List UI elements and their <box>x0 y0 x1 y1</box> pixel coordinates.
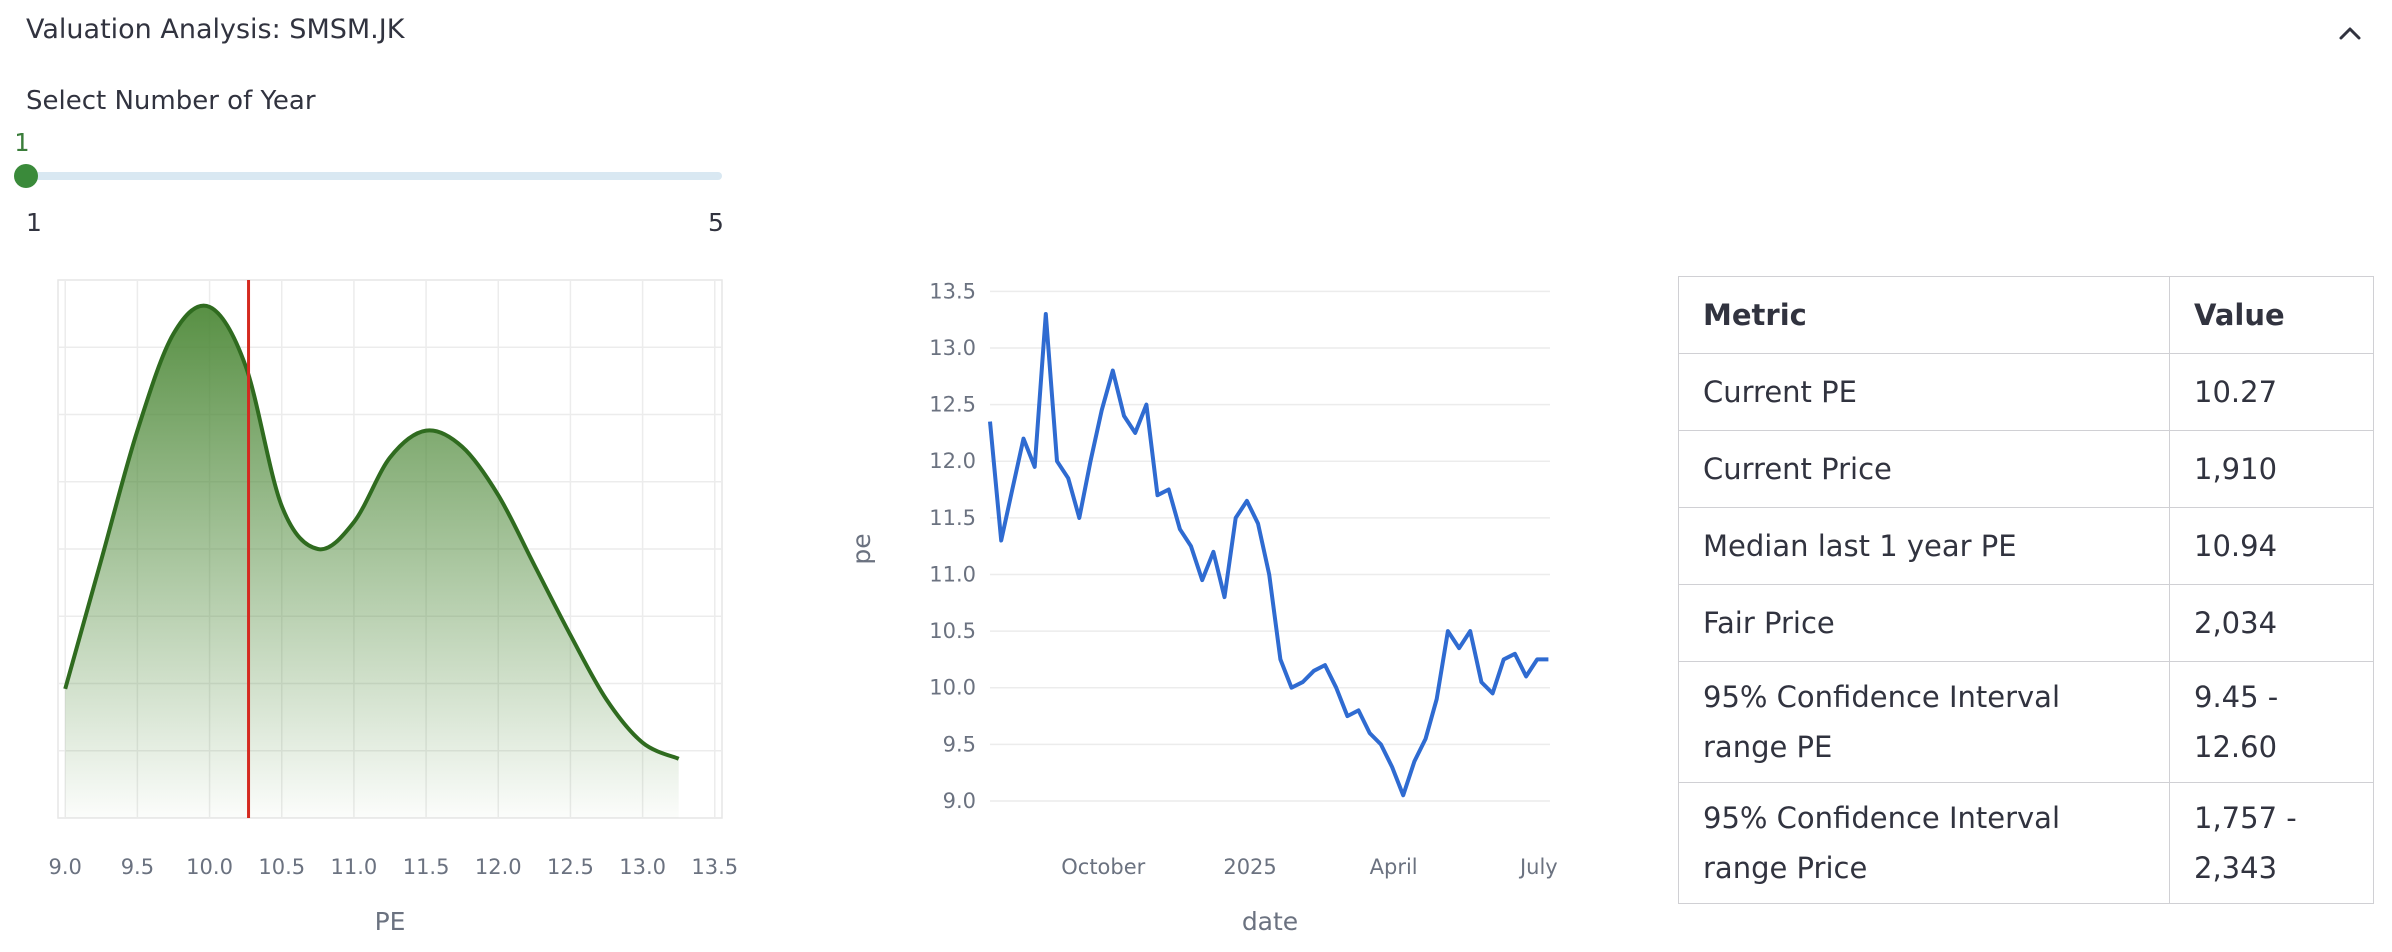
year-slider-thumb[interactable] <box>14 164 38 188</box>
metric-cell: 95% Confidence Interval range PE <box>1678 661 2170 783</box>
header-metric: Metric <box>1678 276 2170 354</box>
table-row: 95% Confidence Interval range PE 9.45 - … <box>1678 661 2374 783</box>
metric-cell: Current Price <box>1678 430 2170 508</box>
line-x-tick-label: October <box>1061 855 1145 879</box>
value-cell: 10.27 <box>2169 353 2374 431</box>
line-y-tick-label: 9.0 <box>943 789 976 813</box>
line-y-tick-label: 10.5 <box>929 619 976 643</box>
line-y-tick-label: 12.5 <box>929 393 976 417</box>
valuation-metrics-table: Metric Value Current PE 10.27 Current Pr… <box>1678 276 2374 904</box>
line-y-tick-label: 13.0 <box>929 336 976 360</box>
density-x-tick-label: 11.0 <box>331 855 378 879</box>
slider-max-label: 5 <box>708 208 724 237</box>
table-row: Current PE 10.27 <box>1678 353 2374 431</box>
metric-cell: 95% Confidence Interval range Price <box>1678 782 2170 904</box>
year-slider-track[interactable] <box>26 172 722 180</box>
slider-current-value: 1 <box>14 128 30 157</box>
metric-cell: Current PE <box>1678 353 2170 431</box>
metric-cell: Fair Price <box>1678 584 2170 662</box>
table-row: 95% Confidence Interval range Price 1,75… <box>1678 782 2374 904</box>
line-y-tick-label: 12.0 <box>929 449 976 473</box>
expander-header[interactable]: Valuation Analysis: SMSM.JK <box>0 0 2392 64</box>
slider-min-label: 1 <box>26 208 42 237</box>
line-y-tick-label: 10.0 <box>929 676 976 700</box>
table-header-row: Metric Value <box>1678 276 2374 354</box>
line-y-tick-label: 13.5 <box>929 279 976 303</box>
pe-line <box>988 312 1549 798</box>
value-cell: 1,910 <box>2169 430 2374 508</box>
line-y-axis-title: pe <box>847 533 876 564</box>
density-x-tick-label: 12.0 <box>475 855 522 879</box>
line-y-tick-label: 11.5 <box>929 506 976 530</box>
header-value: Value <box>2169 276 2374 354</box>
density-x-tick-label: 10.0 <box>186 855 233 879</box>
metric-cell: Median last 1 year PE <box>1678 507 2170 585</box>
density-x-tick-label: 13.5 <box>691 855 738 879</box>
slider-label: Select Number of Year <box>26 86 316 116</box>
density-x-tick-label: 12.5 <box>547 855 594 879</box>
line-x-axis-title: date <box>1242 907 1298 936</box>
value-cell: 2,034 <box>2169 584 2374 662</box>
line-x-tick-label: July <box>1518 855 1558 879</box>
line-y-tick-label: 11.0 <box>929 562 976 586</box>
pe-history-chart: 9.0 9.5 10.0 10.5 11.0 11.5 12.0 12.5 13.0 13.5 O… <box>847 279 1558 936</box>
density-area <box>65 305 679 818</box>
density-x-axis-title: PE <box>375 907 406 936</box>
expander-title: Valuation Analysis: SMSM.JK <box>26 14 405 45</box>
density-x-tick-label: 9.0 <box>49 855 82 879</box>
pe-density-chart: 9.0 9.5 10.0 10.5 11.0 11.5 12.0 12.5 13.0 13.5 P… <box>49 279 738 936</box>
density-line <box>63 303 680 761</box>
chevron-up-icon[interactable] <box>2334 18 2366 50</box>
value-cell: 9.45 - 12.60 <box>2169 661 2374 783</box>
line-x-tick-label: April <box>1370 855 1418 879</box>
density-x-tick-label: 11.5 <box>403 855 450 879</box>
value-cell: 10.94 <box>2169 507 2374 585</box>
line-y-tick-label: 9.5 <box>943 732 976 756</box>
density-x-tick-label: 13.0 <box>619 855 666 879</box>
line-x-tick-label: 2025 <box>1223 855 1276 879</box>
value-cell: 1,757 - 2,343 <box>2169 782 2374 904</box>
table-row: Median last 1 year PE 10.94 <box>1678 507 2374 585</box>
table-row: Fair Price 2,034 <box>1678 584 2374 662</box>
density-x-tick-label: 10.5 <box>258 855 305 879</box>
table-row: Current Price 1,910 <box>1678 430 2374 508</box>
density-x-tick-label: 9.5 <box>121 855 154 879</box>
